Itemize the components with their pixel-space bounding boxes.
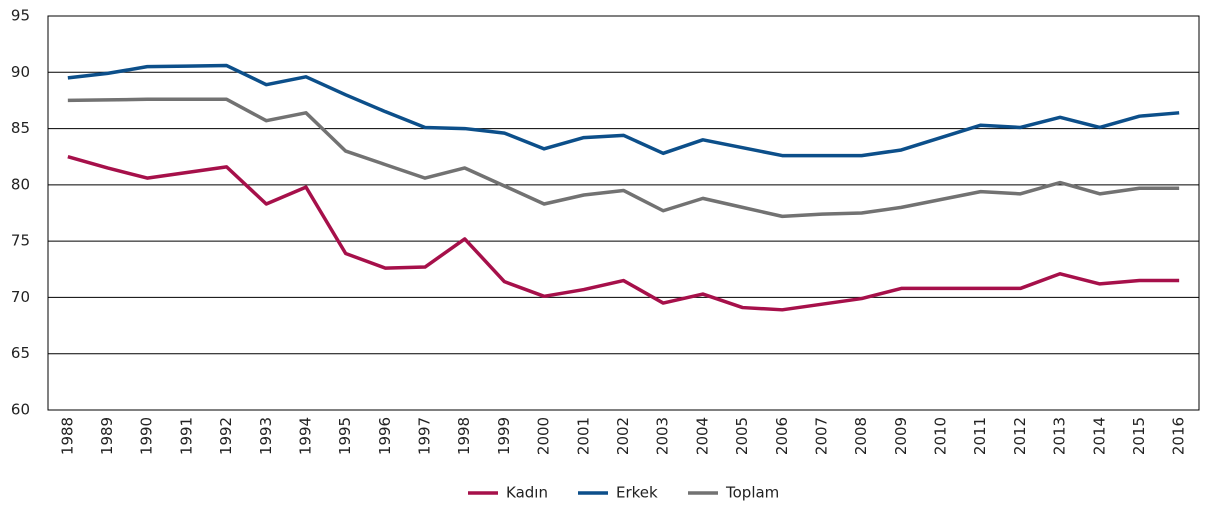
x-tick-label: 1994 [296,417,314,455]
x-tick-label: 1988 [58,417,76,455]
x-tick-label: 1989 [98,417,116,455]
x-tick-label: 1992 [217,417,235,455]
y-tick-label: 85 [11,119,30,137]
legend-label: Erkek [616,484,658,502]
x-tick-label: 2014 [1090,417,1108,455]
x-tick-label: 1998 [455,417,473,455]
y-tick-label: 75 [11,232,30,250]
x-tick-label: 2009 [892,417,910,455]
x-tick-label: 2010 [932,417,950,455]
x-tick-label: 1993 [257,417,275,455]
x-tick-label: 2000 [535,417,553,455]
x-tick-label: 2013 [1051,417,1069,455]
x-tick-label: 1995 [336,417,354,455]
x-tick-label: 2011 [971,417,989,455]
legend-label: Toplam [725,484,779,502]
x-tick-label: 1999 [495,417,513,455]
x-tick-label: 2002 [614,417,632,455]
x-tick-label: 2001 [574,417,592,455]
legend-label: Kadın [506,484,548,502]
x-tick-label: 1991 [177,417,195,455]
y-tick-label: 70 [11,288,30,306]
x-tick-label: 2005 [733,417,751,455]
x-tick-label: 1997 [416,417,434,455]
y-tick-label: 80 [11,175,30,193]
x-tick-label: 2015 [1130,417,1148,455]
y-tick-label: 95 [11,7,30,25]
x-tick-label: 2008 [852,417,870,455]
series-line [67,155,1180,312]
x-tick-label: 1990 [138,417,156,455]
y-tick-label: 90 [11,63,30,81]
x-tick-label: 2016 [1170,417,1188,455]
plot-frame [47,15,1200,411]
x-tick-label: 2007 [812,417,830,455]
x-tick-label: 2006 [773,417,791,455]
series-line [67,63,1180,158]
x-tick-label: 2004 [693,417,711,455]
y-tick-label: 65 [11,344,30,362]
x-tick-label: 1996 [376,417,394,455]
x-tick-label: 2003 [654,417,672,455]
y-tick-label: 60 [11,401,30,419]
series-line [67,97,1180,219]
x-tick-label: 2012 [1011,417,1029,455]
